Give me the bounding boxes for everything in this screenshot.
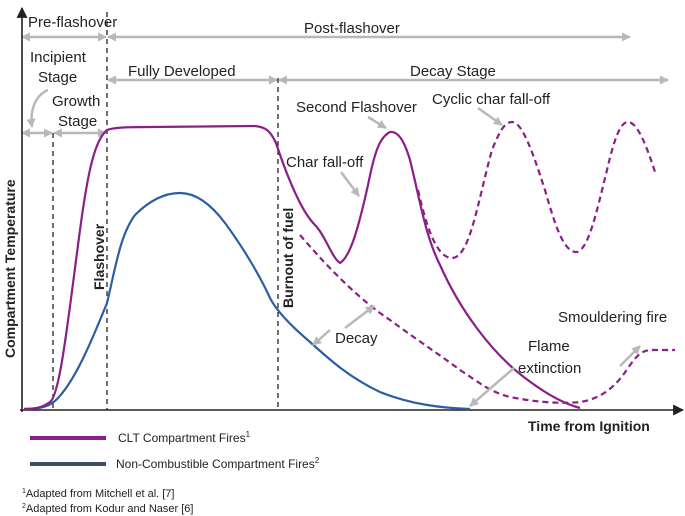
incipient-label-line1: Incipient (30, 49, 87, 66)
legend-clt-sup: 1 (246, 430, 251, 439)
decay-arrow-to-noncomb (312, 329, 331, 346)
legend-noncomb-sup: 2 (315, 456, 320, 465)
clt-cyclic-char-dashed (416, 120, 658, 260)
second-flashover-arrow (367, 115, 387, 130)
flame-extinction-arrow (469, 367, 515, 407)
decay-label: Decay (335, 330, 378, 347)
post-flashover-label: Post-flashover (304, 20, 400, 37)
growth-label-line2: Stage (58, 113, 97, 130)
smouldering-label: Smouldering fire (558, 309, 667, 326)
cyclic-char-arrow (477, 106, 503, 127)
second-flashover-label: Second Flashover (296, 99, 417, 116)
flame-extinction-label-line1: Flame (528, 338, 570, 355)
char-falloff-label: Char fall-off (286, 154, 364, 171)
x-axis-label: Time from Ignition (528, 418, 650, 434)
decay-stage-label: Decay Stage (410, 63, 496, 80)
smouldering-arrow (619, 345, 641, 367)
footnote-1: 1Adapted from Mitchell et al. [7] (22, 488, 174, 500)
decay-arrow-to-clt (344, 305, 375, 329)
clt-decay-dashed (299, 234, 675, 404)
footnote-1-sup: 1 (22, 488, 26, 495)
footnote-2-sup: 2 (22, 503, 26, 510)
fully-developed-label: Fully Developed (128, 63, 236, 80)
incipient-curved-arrow (26, 88, 49, 128)
noncombustible-fire-curve (23, 191, 471, 411)
char-falloff-arrow (340, 171, 360, 197)
y-axis-label: Compartment Temperature (2, 179, 18, 358)
legend-clt-label: CLT Compartment Fires1 (118, 430, 251, 445)
clt-fire-curve (23, 124, 581, 411)
flashover-label: Flashover (91, 223, 107, 290)
flame-extinction-label-line2: extinction (518, 360, 581, 377)
incipient-label-line2: Stage (38, 69, 77, 86)
burnout-label: Burnout of fuel (280, 208, 296, 308)
pre-flashover-label: Pre-flashover (28, 14, 117, 31)
cyclic-char-label: Cyclic char fall-off (432, 91, 551, 108)
footnote-2: 2Adapted from Kodur and Naser [6] (22, 503, 193, 515)
legend-noncomb-label: Non-Combustible Compartment Fires2 (116, 456, 320, 471)
growth-label-line1: Growth (52, 93, 100, 110)
